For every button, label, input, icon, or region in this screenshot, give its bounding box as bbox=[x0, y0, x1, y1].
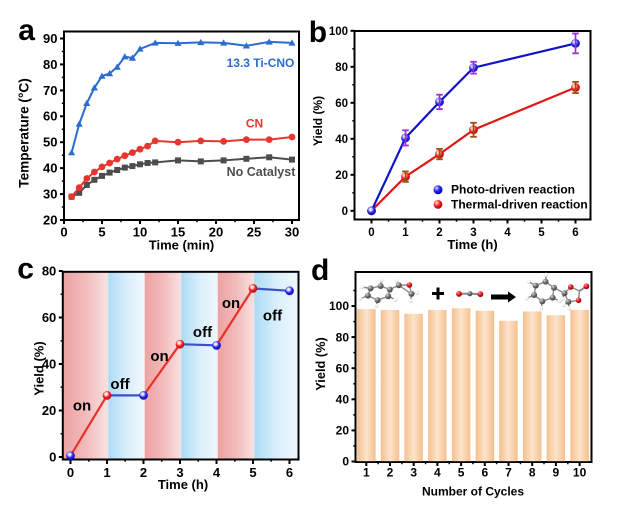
svg-text:4: 4 bbox=[434, 466, 441, 480]
svg-text:4: 4 bbox=[213, 465, 221, 480]
svg-text:20: 20 bbox=[209, 225, 223, 240]
svg-text:50: 50 bbox=[43, 135, 57, 150]
svg-text:70: 70 bbox=[43, 83, 57, 98]
svg-text:90: 90 bbox=[43, 31, 57, 46]
svg-text:1: 1 bbox=[363, 466, 370, 480]
svg-text:5: 5 bbox=[98, 225, 105, 240]
svg-text:40: 40 bbox=[43, 161, 57, 176]
svg-text:CN: CN bbox=[246, 117, 263, 131]
svg-text:Number of Cycles: Number of Cycles bbox=[422, 485, 524, 499]
svg-text:0: 0 bbox=[60, 225, 67, 240]
svg-text:0: 0 bbox=[342, 455, 349, 469]
svg-text:on: on bbox=[222, 295, 240, 312]
svg-text:Yield (%): Yield (%) bbox=[313, 337, 328, 391]
svg-text:1: 1 bbox=[402, 227, 409, 239]
svg-text:30: 30 bbox=[285, 225, 299, 240]
svg-text:on: on bbox=[150, 348, 168, 365]
svg-text:d: d bbox=[311, 254, 329, 287]
svg-text:20: 20 bbox=[43, 212, 57, 227]
svg-text:6: 6 bbox=[286, 465, 293, 480]
svg-text:b: b bbox=[309, 16, 327, 49]
svg-text:Yield (%): Yield (%) bbox=[32, 341, 47, 395]
svg-text:80: 80 bbox=[42, 263, 56, 278]
svg-text:60: 60 bbox=[42, 310, 56, 325]
svg-text:Photo-driven reaction: Photo-driven reaction bbox=[451, 183, 575, 197]
svg-text:5: 5 bbox=[458, 466, 465, 480]
svg-text:40: 40 bbox=[335, 134, 348, 146]
svg-text:6: 6 bbox=[481, 466, 488, 480]
svg-text:10: 10 bbox=[133, 225, 147, 240]
svg-text:3: 3 bbox=[470, 227, 476, 239]
svg-text:on: on bbox=[73, 398, 91, 415]
svg-text:7: 7 bbox=[505, 466, 512, 480]
svg-text:100: 100 bbox=[329, 26, 348, 38]
svg-text:4: 4 bbox=[504, 227, 511, 239]
svg-text:3: 3 bbox=[176, 465, 183, 480]
svg-text:9: 9 bbox=[553, 466, 560, 480]
svg-text:40: 40 bbox=[42, 356, 56, 371]
svg-text:0: 0 bbox=[49, 449, 56, 464]
svg-text:60: 60 bbox=[335, 98, 348, 110]
svg-text:8: 8 bbox=[529, 466, 536, 480]
svg-text:60: 60 bbox=[43, 109, 57, 124]
svg-text:20: 20 bbox=[42, 403, 56, 418]
svg-text:5: 5 bbox=[249, 465, 256, 480]
svg-text:Time (h): Time (h) bbox=[447, 237, 497, 252]
svg-text:25: 25 bbox=[247, 225, 261, 240]
svg-text:c: c bbox=[17, 253, 34, 286]
svg-text:off: off bbox=[263, 308, 283, 325]
svg-text:3: 3 bbox=[410, 466, 417, 480]
svg-text:No Catalyst: No Catalyst bbox=[227, 165, 297, 179]
svg-text:2: 2 bbox=[140, 465, 147, 480]
svg-text:off: off bbox=[193, 324, 213, 341]
svg-text:60: 60 bbox=[336, 361, 350, 375]
svg-text:100: 100 bbox=[329, 299, 349, 313]
svg-text:off: off bbox=[110, 376, 130, 393]
svg-text:20: 20 bbox=[336, 424, 350, 438]
svg-text:2: 2 bbox=[436, 227, 442, 239]
svg-text:40: 40 bbox=[336, 393, 350, 407]
svg-text:0: 0 bbox=[368, 227, 374, 239]
svg-text:Time (h): Time (h) bbox=[158, 477, 208, 492]
svg-text:80: 80 bbox=[335, 62, 348, 74]
svg-text:30: 30 bbox=[43, 187, 57, 202]
svg-text:Temperature (°C): Temperature (°C) bbox=[16, 78, 31, 187]
svg-text:Thermal-driven reaction: Thermal-driven reaction bbox=[451, 198, 588, 212]
svg-text:a: a bbox=[18, 14, 35, 47]
svg-text:Time (min): Time (min) bbox=[149, 238, 215, 253]
svg-text:2: 2 bbox=[387, 466, 394, 480]
svg-text:6: 6 bbox=[572, 227, 578, 239]
svg-text:5: 5 bbox=[538, 227, 545, 239]
svg-text:15: 15 bbox=[171, 225, 185, 240]
svg-text:Yield (%): Yield (%) bbox=[311, 96, 325, 146]
svg-text:10: 10 bbox=[573, 466, 587, 480]
svg-text:20: 20 bbox=[335, 170, 348, 182]
svg-text:80: 80 bbox=[336, 330, 350, 344]
svg-text:13.3 Ti-CNO: 13.3 Ti-CNO bbox=[227, 56, 295, 70]
svg-text:0: 0 bbox=[67, 465, 74, 480]
svg-text:80: 80 bbox=[43, 57, 57, 72]
svg-text:0: 0 bbox=[342, 206, 348, 218]
svg-text:1: 1 bbox=[103, 465, 110, 480]
